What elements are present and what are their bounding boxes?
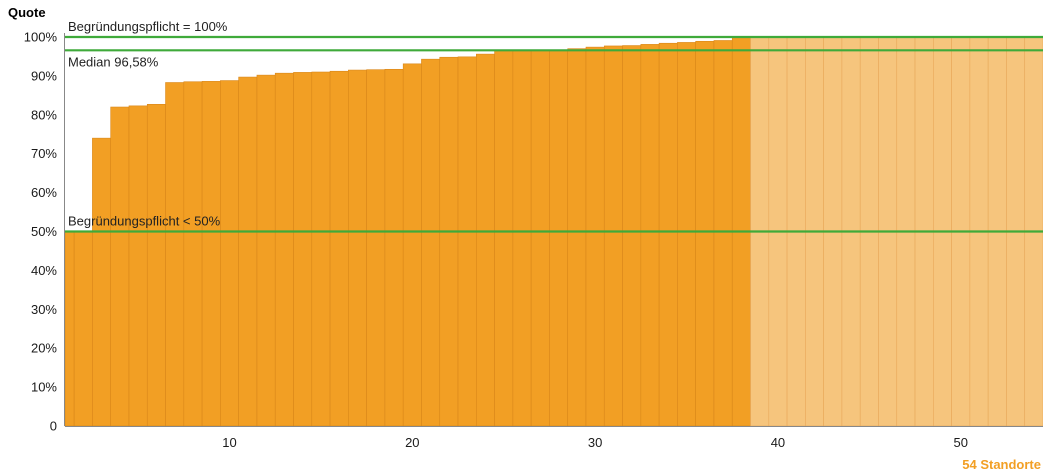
y-tick-label: 40% [31,263,57,278]
bar-15 [311,71,331,427]
bar-35 [677,42,696,427]
y-tick-label: 50% [31,224,57,239]
x-tick-label: 30 [588,435,602,450]
reference-line-label-2: Median 96,58% [68,54,159,69]
bar-26 [512,49,532,427]
reference-line-label-3: Begründungspflicht < 50% [68,214,221,229]
bar-28 [549,49,569,427]
y-tick-label: 70% [31,146,57,161]
x-tick-label: 40 [771,435,785,450]
bar-10 [220,80,239,427]
reference-lines-group: Begründungspflicht = 100% Median 96,58% Be… [65,19,1043,233]
bar-27 [530,49,550,427]
bar-25 [494,49,514,427]
y-tick-labels: 0 10% 20% 30% 40% 50% 60% 70% 80% 90% 100% [24,30,58,434]
bar-3 [92,137,112,427]
bar-6 [146,103,166,427]
bars-group [64,36,1043,427]
reference-line-label-1: Begründungspflicht = 100% [68,19,228,34]
bar-13 [274,72,294,427]
y-axis-title: Quote [8,5,46,20]
bar-12 [256,74,276,427]
x-tick-label: 20 [405,435,419,450]
bar-36 [695,40,715,427]
bar-29 [567,48,587,427]
x-tick-label: 10 [222,435,236,450]
bar-32 [622,45,642,427]
bar-16 [329,70,349,427]
bar-23 [457,56,477,427]
bar-37 [713,40,733,427]
y-tick-label: 10% [31,380,57,395]
axes-group [64,33,1043,427]
bar-21 [421,58,441,427]
bar-9 [201,81,221,427]
bar-33 [640,44,660,427]
bar-22 [439,56,459,427]
x-tick-label: 50 [954,435,968,450]
bar-14 [293,72,313,427]
bar-4 [110,106,130,427]
bar-34 [658,42,678,427]
y-tick-label: 80% [31,107,57,122]
bar-11 [238,76,258,427]
y-tick-label: 100% [24,30,58,45]
bar-1 [64,231,75,427]
bar-2 [73,231,93,427]
y-tick-label: 20% [31,341,57,356]
bar-18 [366,69,386,427]
y-tick-label: 30% [31,302,57,317]
bar-5 [128,105,148,427]
bar-24 [476,53,495,427]
bar-7 [165,82,185,427]
y-tick-label: 90% [31,68,57,83]
bar-31 [603,45,623,427]
bar-17 [348,69,367,427]
bar-19 [384,68,404,427]
x-tick-labels: 10 20 30 40 50 [222,435,968,450]
y-tick-label: 0 [50,419,57,434]
x-axis-title: 54 Standorte [962,457,1041,472]
bar-8 [183,81,203,427]
y-tick-label: 60% [31,185,57,200]
bar-20 [402,63,422,427]
bar-30 [585,46,605,427]
